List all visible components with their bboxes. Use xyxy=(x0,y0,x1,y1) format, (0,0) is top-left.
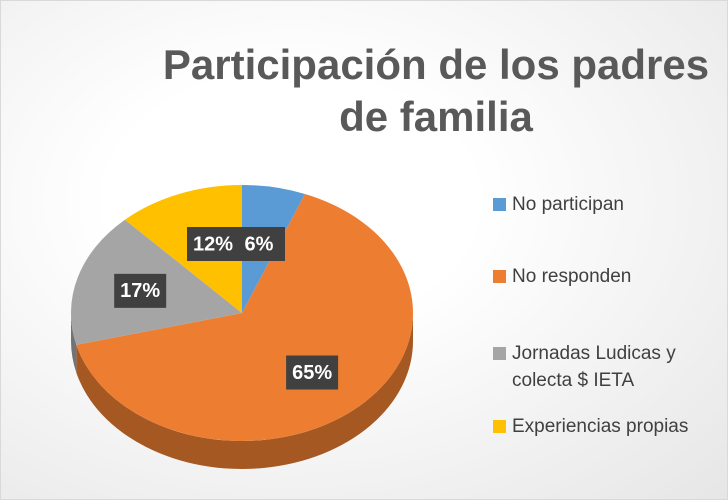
legend-label: Jornadas Ludicas y colecta $ IETA xyxy=(512,343,676,391)
legend-swatch xyxy=(493,347,506,360)
data-label-box xyxy=(114,273,167,308)
data-label: 12% xyxy=(187,227,239,261)
slice xyxy=(124,185,242,313)
data-label: 65% xyxy=(286,355,339,390)
legend-item: Jornadas Ludicas y colecta $ IETA xyxy=(493,340,713,394)
data-label-text: 12% xyxy=(193,233,233,255)
data-label-text: 6% xyxy=(245,233,274,255)
slice-side xyxy=(71,313,77,373)
chart-title: Participación de los padres de familia xyxy=(162,41,710,140)
legend-item: No participan xyxy=(493,191,713,218)
legend-swatch xyxy=(493,270,506,283)
data-label-box xyxy=(286,355,339,390)
data-label-text: 17% xyxy=(120,280,160,302)
legend-item: Experiencias propias xyxy=(493,413,713,440)
data-label-box xyxy=(233,227,285,261)
legend-label: Experiencias propias xyxy=(512,416,689,437)
data-label: 17% xyxy=(114,273,167,308)
slice-side xyxy=(76,313,414,470)
legend-item: No responden xyxy=(493,263,713,290)
data-label-text: 65% xyxy=(292,362,332,384)
legend-label: No responden xyxy=(512,266,632,287)
legend-swatch xyxy=(493,198,506,211)
legend-swatch xyxy=(493,420,506,433)
data-label: 6% xyxy=(233,227,285,261)
legend-label: No participan xyxy=(512,194,624,215)
data-label-box xyxy=(187,227,239,261)
